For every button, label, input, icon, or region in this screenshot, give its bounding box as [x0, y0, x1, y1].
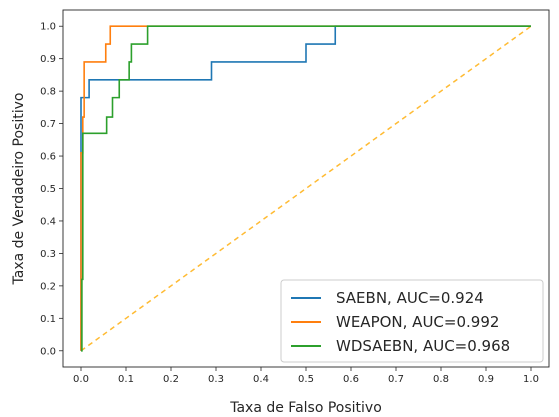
x-tick-label: 0.4 [253, 374, 269, 385]
y-tick-label: 0.6 [40, 152, 56, 163]
legend-label-weapon: WEAPON, AUC=0.992 [336, 313, 499, 331]
legend-label-saebn: SAEBN, AUC=0.924 [336, 289, 484, 307]
y-tick-label: 0.7 [40, 119, 56, 130]
x-tick-label: 0.7 [388, 374, 404, 385]
x-tick-label: 1.0 [523, 374, 539, 385]
y-tick-label: 0.4 [40, 216, 56, 227]
x-tick-label: 0.0 [73, 374, 89, 385]
chance-diagonal-line [80, 25, 532, 352]
legend-label-wdsaebn: WDSAEBN, AUC=0.968 [336, 337, 510, 355]
x-axis-ticks: 0.0 0.1 0.2 0.3 0.4 0.5 0.6 0.7 0.8 0.9 1.0 [73, 367, 539, 385]
y-tick-label: 0.5 [40, 184, 56, 195]
legend: SAEBN, AUC=0.924 WEAPON, AUC=0.992 WDSAE… [280, 279, 544, 363]
y-axis-ticks: 0.0 0.1 0.2 0.3 0.4 0.5 0.6 0.7 0.8 0.9 1.0 [40, 22, 63, 357]
y-tick-label: 0.2 [40, 281, 56, 292]
x-tick-label: 0.2 [163, 374, 179, 385]
y-tick-label: 1.0 [40, 22, 56, 33]
y-axis-label: Taxa de Verdadeiro Positivo [11, 93, 27, 286]
x-axis-label: Taxa de Falso Positivo [229, 400, 382, 416]
y-tick-label: 0.1 [40, 314, 56, 325]
x-tick-label: 0.3 [208, 374, 224, 385]
y-tick-label: 0.3 [40, 249, 56, 260]
x-tick-label: 0.5 [298, 374, 314, 385]
y-tick-label: 0.0 [40, 346, 56, 357]
y-tick-label: 0.9 [40, 54, 56, 65]
x-tick-label: 0.9 [478, 374, 494, 385]
y-tick-label: 0.8 [40, 87, 56, 98]
x-tick-label: 0.1 [118, 374, 134, 385]
roc-curves [80, 25, 532, 352]
x-tick-label: 0.6 [343, 374, 359, 385]
legend-box [280, 279, 544, 363]
roc-line-wdsaebn [81, 25, 531, 352]
roc-line-saebn [80, 25, 531, 351]
x-tick-label: 0.8 [433, 374, 449, 385]
